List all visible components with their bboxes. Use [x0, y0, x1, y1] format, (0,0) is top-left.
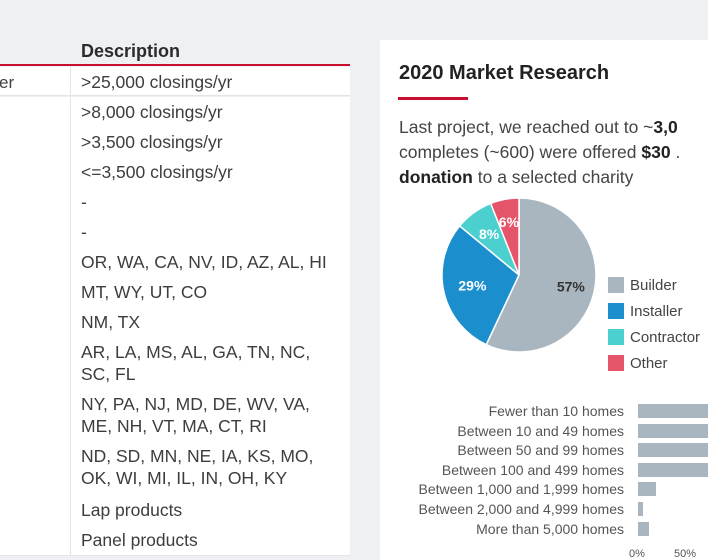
table-row: Lap products	[0, 495, 350, 526]
description-cell: ND, SD, MN, NE, IA, KS, MO, OK, WI, MI, …	[81, 446, 314, 488]
homes-bar-chart: Fewer than 10 homes Between 10 and 49 hom…	[380, 400, 708, 560]
table-row: NY, PA, NJ, MD, DE, WV, VA, ME, NH, VT, …	[0, 389, 350, 442]
row-label-cell	[0, 97, 71, 127]
table-row: OR, WA, CA, NV, ID, AZ, AL, HI	[0, 247, 350, 278]
market-research-card: 2020 Market Research Last project, we re…	[380, 40, 708, 560]
table-row: >8,000 closings/yr	[0, 97, 350, 128]
respondent-pie-chart: 57% 29% 8%6%	[441, 197, 597, 353]
table-row: ND, SD, MN, NE, IA, KS, MO, OK, WI, MI, …	[0, 441, 350, 496]
legend-label: Installer	[630, 303, 683, 320]
pie-label-contractor: 8%	[479, 226, 500, 242]
bar-category-label: Between 1,000 and 1,999 homes	[418, 481, 625, 498]
legend-swatch	[608, 277, 624, 293]
bar-category-label: Between 100 and 499 homes	[441, 461, 624, 478]
row-label-cell	[0, 217, 71, 247]
row-label-cell	[0, 441, 71, 495]
row-label-cell	[0, 157, 71, 187]
row-label-cell	[0, 307, 71, 337]
description-cell: <=3,500 closings/yr	[81, 162, 233, 182]
table-row: MT, WY, UT, CO	[0, 277, 350, 308]
bar-mark	[638, 482, 656, 497]
legend-swatch	[608, 355, 624, 371]
row-label-cell: er	[0, 67, 71, 95]
pie-label-builder: 57%	[557, 279, 586, 295]
header-divider	[0, 64, 350, 66]
row-label-cell	[0, 495, 71, 525]
description-cell: MT, WY, UT, CO	[81, 282, 208, 302]
pie-slice-installer	[441, 224, 520, 346]
row-label-cell	[0, 277, 71, 307]
row-label-cell	[0, 337, 71, 389]
pie-label-other: 6%	[499, 214, 520, 230]
description-cell: NY, PA, NJ, MD, DE, WV, VA, ME, NH, VT, …	[81, 394, 310, 436]
x-tick-label: 50%	[674, 548, 697, 560]
row-label-cell	[0, 525, 71, 555]
description-cell: OR, WA, CA, NV, ID, AZ, AL, HI	[81, 252, 327, 272]
description-cell: >25,000 closings/yr	[81, 72, 233, 92]
body-line-3: donation to a selected charity	[399, 167, 634, 187]
body-line-1: Last project, we reached out to ~3,0	[399, 117, 678, 137]
row-label-cell	[0, 389, 71, 441]
pie-slice-builder	[485, 197, 597, 353]
bar-mark	[638, 462, 708, 477]
row-label-fragment: er	[0, 73, 15, 92]
x-tick-label: 0%	[629, 548, 645, 560]
legend-swatch	[608, 329, 624, 345]
row-label-cell	[0, 127, 71, 157]
legend-swatch	[608, 303, 624, 319]
row-label-cell	[0, 247, 71, 277]
bar-category-label: Fewer than 10 homes	[488, 403, 624, 419]
body-line-2: completes (~600) were offered $30 .	[399, 142, 681, 162]
table-row: <=3,500 closings/yr	[0, 157, 350, 188]
title-underline	[398, 97, 468, 100]
table-row: >3,500 closings/yr	[0, 127, 350, 158]
pie-slice-other	[489, 197, 520, 276]
bar-mark	[638, 423, 708, 438]
description-cell: -	[81, 222, 87, 242]
card-title: 2020 Market Research	[399, 62, 610, 84]
row-label-cell	[0, 187, 71, 217]
legend-label: Builder	[630, 277, 677, 294]
description-column-header: Description	[81, 41, 181, 61]
bar-category-label: Between 50 and 99 homes	[457, 442, 624, 459]
table-row: AR, LA, MS, AL, GA, TN, NC, SC, FL	[0, 337, 350, 390]
table-row: er >25,000 closings/yr	[0, 67, 350, 96]
description-cell: Panel products	[81, 530, 198, 550]
description-cell: Lap products	[81, 500, 183, 520]
description-cell: NM, TX	[81, 312, 140, 332]
description-table: Description er >25,000 closings/yr >8,000 …	[0, 0, 350, 556]
card-body-text: Last project, we reached out to ~3,0 com…	[399, 115, 708, 190]
description-cell: AR, LA, MS, AL, GA, TN, NC, SC, FL	[81, 342, 311, 384]
description-cell: >3,500 closings/yr	[81, 132, 223, 152]
pie-label-installer: 29%	[458, 277, 487, 293]
bar-mark	[638, 521, 649, 536]
table-header: Description	[0, 0, 350, 64]
table-row: -	[0, 187, 350, 218]
legend-label: Contractor	[630, 329, 701, 346]
table-row: Panel products	[0, 525, 350, 556]
legend-label: Other	[630, 355, 668, 372]
description-cell: -	[81, 192, 87, 212]
bar-mark	[638, 404, 708, 418]
bar-mark	[638, 443, 708, 458]
bar-mark	[638, 502, 644, 516]
bar-category-label: Between 2,000 and 4,999 homes	[418, 501, 625, 517]
table-row: NM, TX	[0, 307, 350, 338]
description-cell: >8,000 closings/yr	[81, 102, 223, 122]
table-row: -	[0, 217, 350, 248]
bar-category-label: More than 5,000 homes	[476, 520, 624, 537]
bar-category-label: Between 10 and 49 homes	[457, 422, 624, 439]
